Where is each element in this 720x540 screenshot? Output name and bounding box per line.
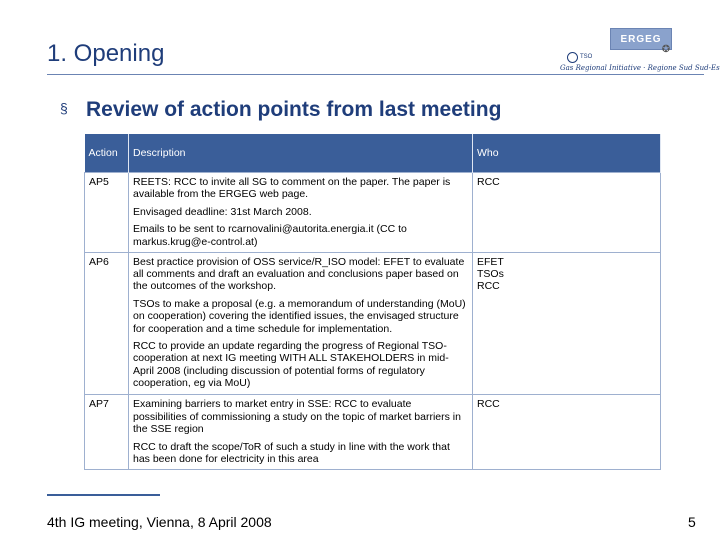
section-heading: Review of action points from last meetin… xyxy=(86,98,502,121)
action-cell: AP7 xyxy=(84,394,129,470)
who-entry: RCC xyxy=(477,398,500,411)
footer-text: 4th IG meeting, Vienna, 8 April 2008 xyxy=(47,514,272,530)
column-header-action: Action xyxy=(84,134,129,173)
who-entry: RCC xyxy=(477,176,500,188)
description-paragraph: RCC to provide an update regarding the p… xyxy=(133,340,449,390)
header-divider xyxy=(47,74,704,75)
table-row: AP6 Best practice provision of OSS servi… xyxy=(84,251,661,396)
column-header-who: Who xyxy=(472,134,661,173)
who-cell: RCC xyxy=(472,394,661,470)
description-cell: REETS: RCC to invite all SG to comment o… xyxy=(128,172,473,253)
header-tagline: Gas Regional Initiative · Regione Sud Su… xyxy=(560,64,720,72)
globe-icon xyxy=(567,51,578,63)
description-paragraph: REETS: RCC to invite all SG to comment o… xyxy=(133,176,451,201)
slide-title: 1. Opening xyxy=(47,40,165,67)
bullet-marker: § xyxy=(60,100,68,116)
who-entry: RCC xyxy=(477,280,500,293)
description-paragraph: TSOs to make a proposal (e.g. a memorand… xyxy=(133,297,466,335)
description-paragraph: Best practice provision of OSS service/R… xyxy=(133,255,465,293)
action-cell: AP5 xyxy=(84,172,129,253)
tso-logo-text: TSO xyxy=(580,54,593,60)
who-entry: EFET xyxy=(477,255,504,268)
emblem-icon: ✪ xyxy=(661,44,671,55)
description-paragraph: RCC to draft the scope/ToR of such a stu… xyxy=(133,440,450,466)
description-cell: Best practice provision of OSS service/R… xyxy=(128,251,473,396)
footer-divider xyxy=(47,494,160,496)
table-header-row: Action Description Who xyxy=(84,134,661,173)
page-number: 5 xyxy=(688,514,696,530)
who-cell: EFET TSOs RCC xyxy=(472,251,661,396)
description-paragraph: Envisaged deadline: 31st March 2008. xyxy=(133,205,312,218)
column-header-description: Description xyxy=(128,134,473,173)
who-entry: TSOs xyxy=(477,268,504,280)
table-row: AP5 REETS: RCC to invite all SG to comme… xyxy=(84,172,661,253)
tso-logo: TSO xyxy=(567,51,599,63)
action-cell: AP6 xyxy=(84,251,129,396)
action-points-table: Action Description Who AP5 REETS: RCC to… xyxy=(84,134,661,470)
description-paragraph: Examining barriers to market entry in SS… xyxy=(133,398,461,436)
who-cell: RCC xyxy=(472,172,661,253)
description-cell: Examining barriers to market entry in SS… xyxy=(128,394,473,470)
description-paragraph: Emails to be sent to rcarnovalini@autori… xyxy=(133,223,407,248)
ergeg-logo: ERGEG xyxy=(610,28,672,50)
table-row: AP7 Examining barriers to market entry i… xyxy=(84,394,661,470)
